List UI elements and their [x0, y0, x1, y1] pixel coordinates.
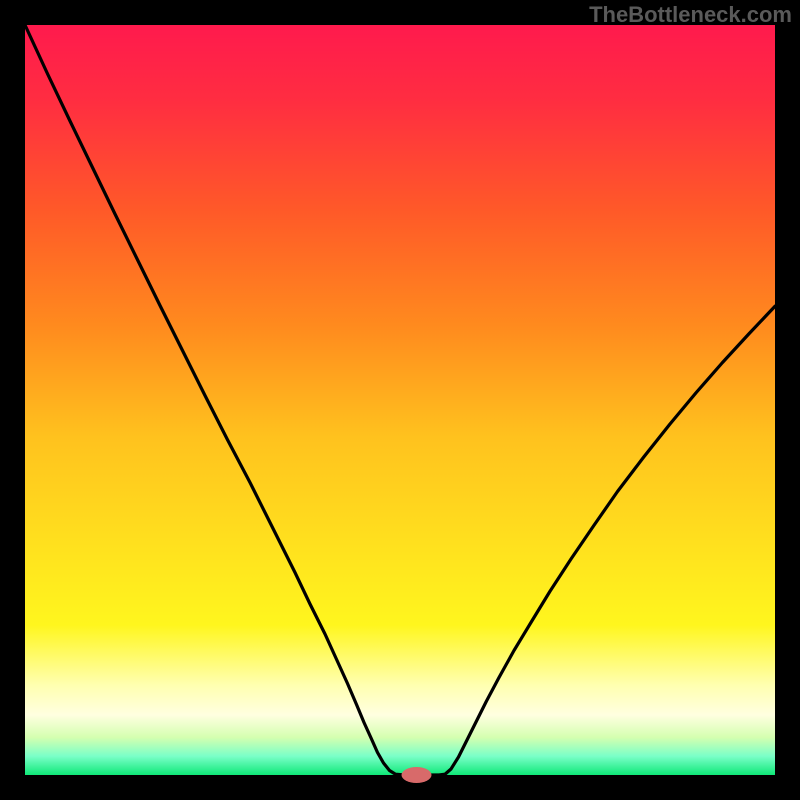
watermark: TheBottleneck.com	[589, 2, 792, 28]
optimal-marker	[402, 767, 432, 783]
bottleneck-chart	[0, 0, 800, 800]
plot-background	[25, 25, 775, 775]
